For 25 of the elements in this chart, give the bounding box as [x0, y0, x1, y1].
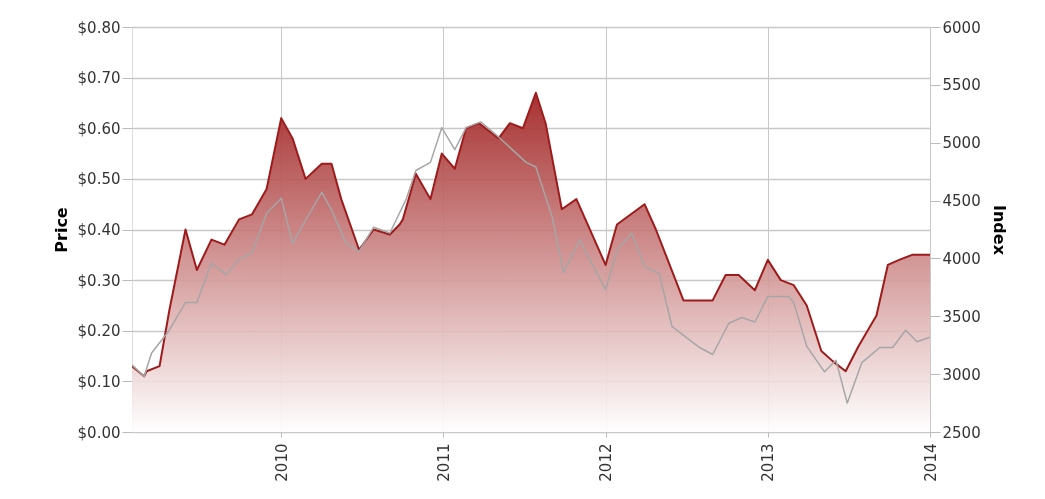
x-tick-label: 2013: [759, 443, 778, 482]
x-tick-label: 2014: [921, 443, 940, 482]
y2-tick-label: 3500: [942, 307, 981, 326]
y2-tick-label: 4000: [942, 249, 981, 268]
y-tick-label: $0.40: [77, 221, 121, 239]
line-series: [132, 121, 930, 404]
y2-tick-label: 6000: [942, 18, 981, 37]
y2-tick-label: 3000: [942, 365, 981, 384]
y2-axis-title: Index: [989, 205, 1009, 256]
y2-tick-label: 5000: [942, 134, 981, 153]
y-tick-label: $0.00: [77, 423, 121, 442]
y2-tick-label: 2500: [942, 423, 981, 442]
y2-tick-label: 4500: [942, 192, 981, 211]
x-tick-label: 2011: [434, 443, 453, 482]
y-tick-label: $0.80: [77, 18, 121, 37]
y-axis-title: Price: [51, 207, 71, 253]
y-tick-label: $0.10: [77, 372, 121, 391]
y-tick-label: $0.20: [77, 322, 121, 341]
x-tick-label: 2012: [597, 443, 616, 482]
y-tick-label: $0.30: [77, 271, 121, 290]
y2-tick-label: 5500: [942, 76, 981, 95]
x-tick-label: 2010: [272, 443, 291, 482]
y-tick-label: $0.50: [77, 170, 121, 189]
y-tick-label: $0.70: [77, 69, 121, 88]
y-tick-label: $0.60: [77, 119, 121, 138]
